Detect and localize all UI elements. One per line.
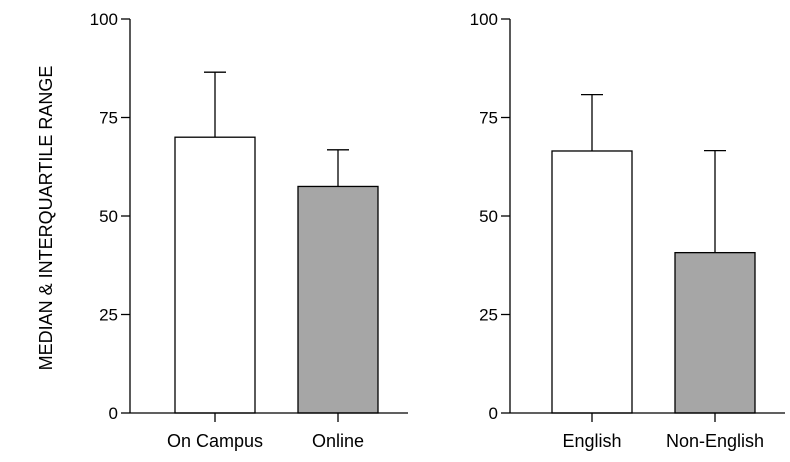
chart-panel-2: 0 25 50 75 100 English Non-English xyxy=(470,10,785,451)
x-tick-label: On Campus xyxy=(167,431,263,451)
bar-online xyxy=(297,185,379,414)
y-tick-label: 25 xyxy=(479,306,498,325)
chart-panel-1: 0 25 50 75 100 On Campus Online xyxy=(90,10,408,451)
x-tick-label: Non-English xyxy=(666,431,764,451)
bar-english xyxy=(551,150,633,414)
y-tick-label: 50 xyxy=(99,207,118,226)
y-tick-label: 50 xyxy=(479,207,498,226)
y-tick-label: 100 xyxy=(90,10,118,29)
bar-non-english xyxy=(674,251,756,414)
bar-on-campus xyxy=(174,136,256,414)
y-tick-label: 100 xyxy=(470,10,498,29)
y-axis-label: MEDIAN & INTERQUARTILE RANGE xyxy=(36,66,56,371)
y-tick-label: 0 xyxy=(489,404,498,423)
y-tick-label: 0 xyxy=(109,404,118,423)
y-tick-label: 25 xyxy=(99,306,118,325)
y-tick-label: 75 xyxy=(479,109,498,128)
y-tick-label: 75 xyxy=(99,109,118,128)
x-tick-label: English xyxy=(562,431,621,451)
x-tick-label: Online xyxy=(312,431,364,451)
